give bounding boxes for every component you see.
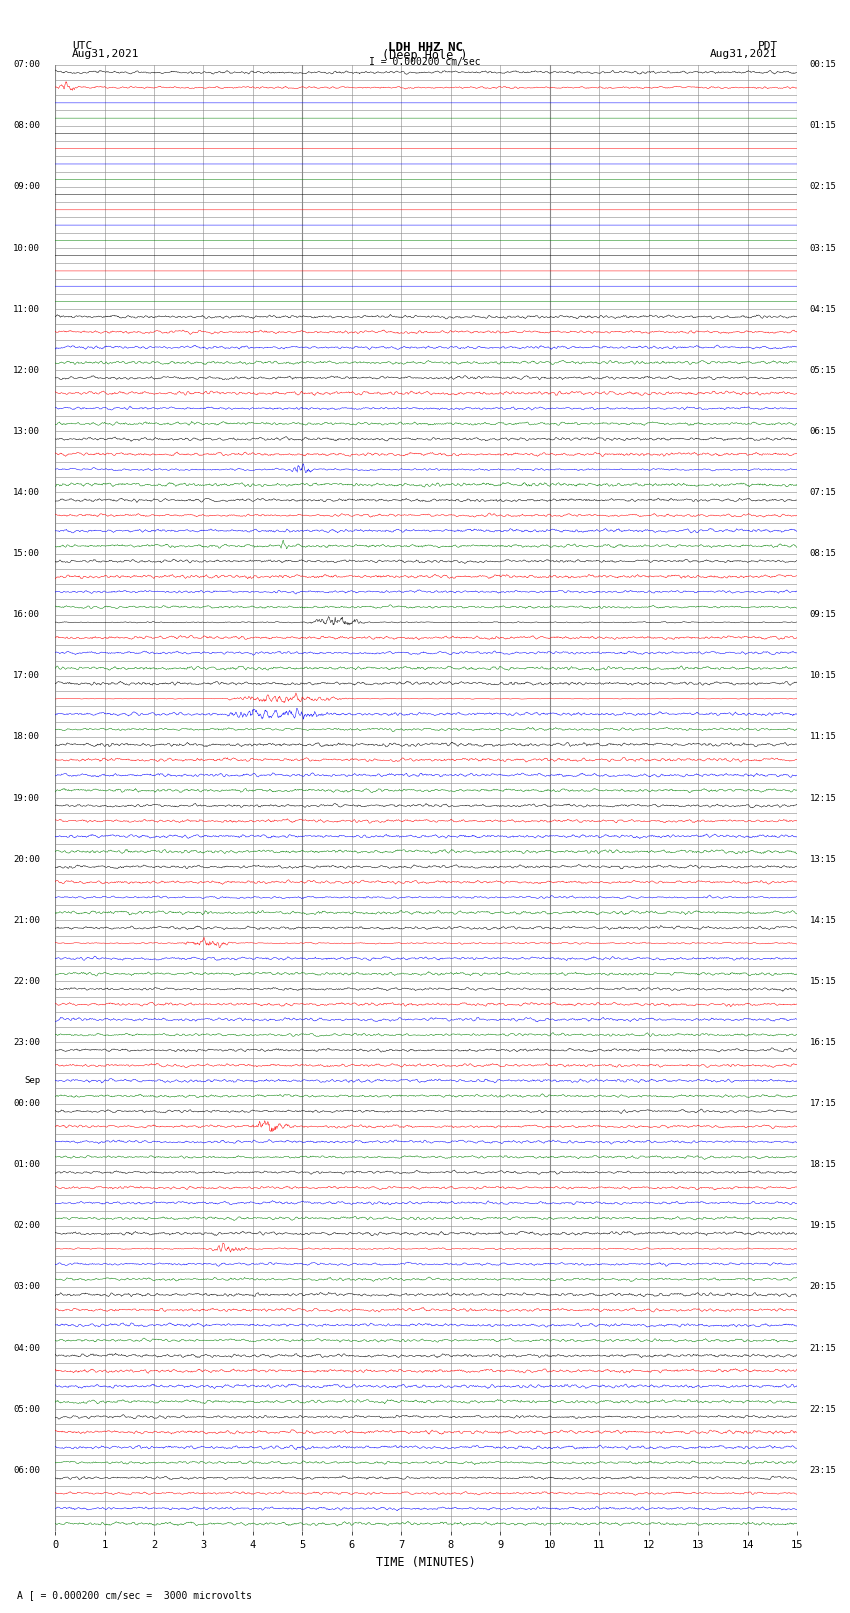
Text: 06:00: 06:00 (14, 1466, 40, 1474)
Text: Aug31,2021: Aug31,2021 (711, 50, 778, 60)
Text: 02:15: 02:15 (809, 182, 836, 192)
Text: 18:15: 18:15 (809, 1160, 836, 1169)
Text: 09:00: 09:00 (14, 182, 40, 192)
Text: 12:15: 12:15 (809, 794, 836, 803)
Text: 11:15: 11:15 (809, 732, 836, 742)
Text: 09:15: 09:15 (809, 610, 836, 619)
Text: 21:15: 21:15 (809, 1344, 836, 1353)
Text: 17:00: 17:00 (14, 671, 40, 681)
Text: 18:00: 18:00 (14, 732, 40, 742)
Text: 06:15: 06:15 (809, 427, 836, 436)
Text: I = 0.000200 cm/sec: I = 0.000200 cm/sec (369, 56, 481, 66)
Text: 23:15: 23:15 (809, 1466, 836, 1474)
Text: 05:15: 05:15 (809, 366, 836, 374)
Text: 03:00: 03:00 (14, 1282, 40, 1292)
Text: 17:15: 17:15 (809, 1098, 836, 1108)
Text: 13:15: 13:15 (809, 855, 836, 863)
Text: 23:00: 23:00 (14, 1039, 40, 1047)
Text: 08:15: 08:15 (809, 548, 836, 558)
Text: 20:15: 20:15 (809, 1282, 836, 1292)
Text: 21:00: 21:00 (14, 916, 40, 924)
Text: 20:00: 20:00 (14, 855, 40, 863)
Text: 15:15: 15:15 (809, 977, 836, 986)
Text: 10:00: 10:00 (14, 244, 40, 253)
Text: 13:00: 13:00 (14, 427, 40, 436)
Text: 00:00: 00:00 (14, 1098, 40, 1108)
Text: 14:15: 14:15 (809, 916, 836, 924)
Text: 16:00: 16:00 (14, 610, 40, 619)
Text: 04:15: 04:15 (809, 305, 836, 313)
Text: 22:15: 22:15 (809, 1405, 836, 1413)
Text: 07:15: 07:15 (809, 489, 836, 497)
Text: 00:15: 00:15 (809, 60, 836, 69)
Text: 19:00: 19:00 (14, 794, 40, 803)
Text: 05:00: 05:00 (14, 1405, 40, 1413)
Text: 15:00: 15:00 (14, 548, 40, 558)
Text: 01:00: 01:00 (14, 1160, 40, 1169)
Text: 07:00: 07:00 (14, 60, 40, 69)
Text: 22:00: 22:00 (14, 977, 40, 986)
Text: A [ = 0.000200 cm/sec =  3000 microvolts: A [ = 0.000200 cm/sec = 3000 microvolts (17, 1590, 252, 1600)
Text: 11:00: 11:00 (14, 305, 40, 313)
Text: 02:00: 02:00 (14, 1221, 40, 1231)
X-axis label: TIME (MINUTES): TIME (MINUTES) (377, 1557, 476, 1569)
Text: Aug31,2021: Aug31,2021 (72, 50, 139, 60)
Text: UTC: UTC (72, 40, 93, 52)
Text: 19:15: 19:15 (809, 1221, 836, 1231)
Text: PDT: PDT (757, 40, 778, 52)
Text: 03:15: 03:15 (809, 244, 836, 253)
Text: 14:00: 14:00 (14, 489, 40, 497)
Text: Sep: Sep (24, 1076, 40, 1086)
Text: 10:15: 10:15 (809, 671, 836, 681)
Text: LDH HHZ NC: LDH HHZ NC (388, 40, 462, 55)
Text: 12:00: 12:00 (14, 366, 40, 374)
Text: 16:15: 16:15 (809, 1039, 836, 1047)
Text: 08:00: 08:00 (14, 121, 40, 131)
Text: 01:15: 01:15 (809, 121, 836, 131)
Text: (Deep Hole ): (Deep Hole ) (382, 50, 468, 63)
Text: 04:00: 04:00 (14, 1344, 40, 1353)
